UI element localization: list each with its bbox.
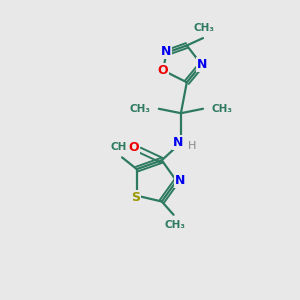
Text: S: S — [131, 190, 140, 204]
Text: N: N — [173, 136, 183, 149]
Text: CH₃: CH₃ — [194, 23, 215, 33]
Text: CH₃: CH₃ — [212, 104, 233, 114]
Text: CH₃: CH₃ — [164, 220, 185, 230]
Text: N: N — [197, 58, 207, 71]
Text: O: O — [157, 64, 168, 77]
Text: H: H — [188, 141, 196, 151]
Text: N: N — [161, 45, 171, 58]
Text: CH₃: CH₃ — [110, 142, 131, 152]
Text: O: O — [128, 141, 139, 154]
Text: CH₃: CH₃ — [129, 104, 150, 114]
Text: N: N — [175, 174, 185, 188]
